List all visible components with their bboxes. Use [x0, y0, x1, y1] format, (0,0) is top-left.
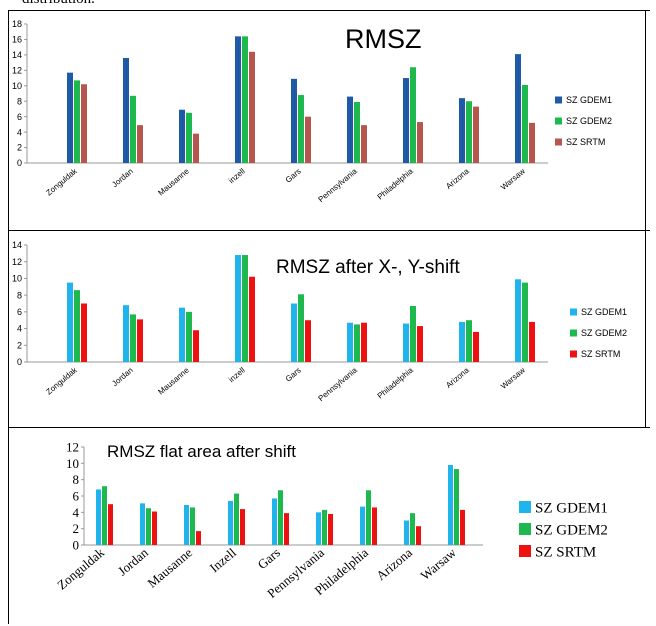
- category-label: Arizona: [373, 545, 415, 584]
- bar-sz-gdem1: [272, 498, 277, 545]
- category-label: Inzell: [207, 545, 240, 576]
- y-tick-label: 6: [73, 489, 80, 504]
- bar-sz-gdem2: [454, 469, 459, 545]
- bar-sz-srtm: [196, 531, 201, 545]
- category-label: Mausanne: [144, 545, 195, 591]
- legend-swatch: [519, 523, 531, 535]
- chart-title: RMSZ flat area after shift: [107, 442, 296, 461]
- bar-sz-gdem1: [228, 501, 233, 545]
- category-label: Jordan: [115, 544, 152, 578]
- y-tick-label: 8: [73, 472, 80, 487]
- y-tick-label: 10: [66, 456, 79, 471]
- legend-label: SZ GDEM2: [535, 522, 608, 538]
- bar-sz-gdem2: [322, 510, 327, 545]
- bar-sz-gdem2: [102, 486, 107, 545]
- y-tick-label: 12: [66, 440, 79, 455]
- category-label: Gars: [254, 545, 282, 572]
- bar-sz-gdem1: [184, 505, 189, 545]
- bar-sz-srtm: [152, 512, 157, 545]
- category-label: Zonguldak: [54, 544, 107, 592]
- bar-sz-gdem1: [140, 503, 145, 545]
- bar-sz-gdem1: [360, 507, 365, 545]
- bar-sz-gdem1: [96, 489, 101, 545]
- legend-swatch: [519, 545, 531, 557]
- bar-sz-gdem1: [316, 512, 321, 545]
- bar-sz-srtm: [328, 514, 333, 545]
- legend-swatch: [519, 501, 531, 513]
- bar-sz-srtm: [372, 507, 377, 545]
- bar-sz-gdem2: [146, 508, 151, 545]
- y-tick-label: 2: [73, 521, 80, 536]
- bar-sz-srtm: [416, 526, 421, 545]
- bar-sz-gdem2: [366, 490, 371, 545]
- category-label: Warsaw: [417, 544, 459, 583]
- y-tick-label: 4: [73, 505, 80, 520]
- bar-sz-srtm: [240, 509, 245, 545]
- bar-sz-srtm: [284, 513, 289, 545]
- bar-sz-gdem2: [234, 494, 239, 545]
- legend-label: SZ GDEM1: [535, 500, 608, 516]
- bar-sz-srtm: [460, 510, 465, 545]
- bar-sz-gdem2: [278, 490, 283, 545]
- bar-sz-gdem1: [404, 521, 409, 546]
- bar-sz-gdem2: [410, 513, 415, 545]
- y-tick-label: 0: [73, 538, 80, 553]
- bar-sz-gdem1: [448, 465, 453, 545]
- bar-sz-gdem2: [190, 507, 195, 545]
- legend-label: SZ SRTM: [535, 544, 596, 560]
- bar-sz-srtm: [108, 504, 113, 545]
